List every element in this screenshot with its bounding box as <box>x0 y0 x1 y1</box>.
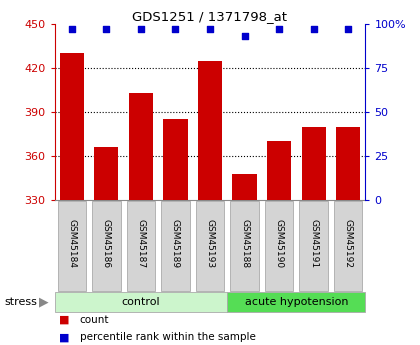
Bar <box>336 127 360 200</box>
Text: GSM45190: GSM45190 <box>275 219 284 268</box>
Bar <box>94 147 118 200</box>
Title: GDS1251 / 1371798_at: GDS1251 / 1371798_at <box>132 10 288 23</box>
FancyBboxPatch shape <box>227 292 365 312</box>
Text: count: count <box>80 315 109 325</box>
FancyBboxPatch shape <box>334 201 362 290</box>
Text: GSM45191: GSM45191 <box>309 219 318 268</box>
Text: GSM45193: GSM45193 <box>205 219 215 268</box>
Point <box>310 27 317 32</box>
FancyBboxPatch shape <box>265 201 293 290</box>
Point <box>103 27 110 32</box>
Text: GSM45184: GSM45184 <box>67 219 76 268</box>
Text: acute hypotension: acute hypotension <box>244 297 348 307</box>
Text: GSM45187: GSM45187 <box>136 219 145 268</box>
Point <box>172 27 179 32</box>
Text: GSM45189: GSM45189 <box>171 219 180 268</box>
Bar <box>163 119 188 200</box>
Text: stress: stress <box>4 297 37 307</box>
Bar <box>129 93 153 200</box>
FancyBboxPatch shape <box>55 292 227 312</box>
FancyBboxPatch shape <box>196 201 224 290</box>
Text: ■: ■ <box>59 332 69 342</box>
Text: ■: ■ <box>59 315 69 325</box>
Point <box>207 27 213 32</box>
Bar <box>267 141 291 200</box>
Point <box>138 27 144 32</box>
FancyBboxPatch shape <box>161 201 189 290</box>
Text: ▶: ▶ <box>39 295 49 308</box>
Point <box>276 27 282 32</box>
FancyBboxPatch shape <box>231 201 259 290</box>
Bar <box>198 61 222 200</box>
FancyBboxPatch shape <box>92 201 121 290</box>
Text: GSM45186: GSM45186 <box>102 219 111 268</box>
Text: GSM45192: GSM45192 <box>344 219 353 268</box>
Bar <box>302 127 326 200</box>
Text: GSM45188: GSM45188 <box>240 219 249 268</box>
Point <box>345 27 352 32</box>
FancyBboxPatch shape <box>58 201 86 290</box>
Bar <box>60 53 84 200</box>
FancyBboxPatch shape <box>299 201 328 290</box>
Text: control: control <box>122 297 160 307</box>
FancyBboxPatch shape <box>127 201 155 290</box>
Text: percentile rank within the sample: percentile rank within the sample <box>80 332 256 342</box>
Bar <box>232 174 257 200</box>
Point <box>68 27 75 32</box>
Point <box>241 34 248 39</box>
